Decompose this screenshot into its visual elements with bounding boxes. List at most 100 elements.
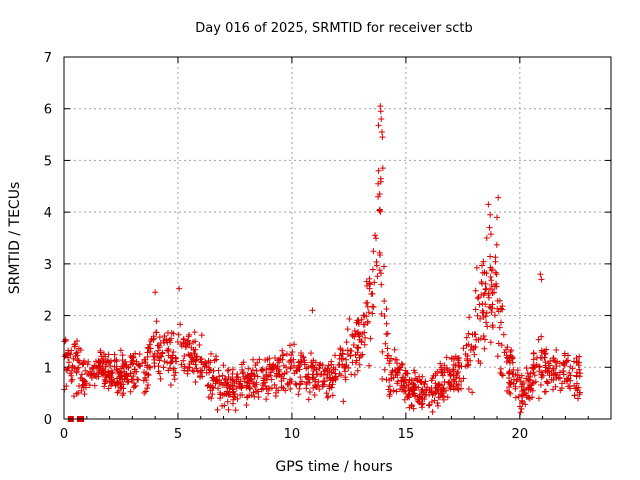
data-point — [526, 384, 533, 391]
data-point — [576, 391, 583, 398]
data-point — [146, 349, 153, 356]
data-point — [193, 354, 200, 361]
data-point — [219, 372, 226, 379]
data-point — [373, 262, 380, 269]
data-point — [69, 376, 76, 383]
data-point — [492, 258, 499, 265]
data-point — [104, 368, 111, 375]
data-point — [518, 405, 525, 412]
data-point — [536, 363, 543, 370]
data-point — [512, 394, 519, 401]
data-point — [440, 393, 447, 400]
data-point — [401, 376, 408, 383]
data-point — [287, 386, 294, 393]
data-point — [551, 357, 558, 364]
data-point — [455, 381, 462, 388]
data-point — [250, 389, 257, 396]
data-point — [548, 376, 555, 383]
data-point — [359, 351, 366, 358]
data-point — [435, 402, 442, 409]
data-point — [92, 363, 99, 370]
data-point — [455, 362, 462, 369]
data-point — [159, 350, 166, 357]
data-point — [258, 366, 265, 373]
data-point — [272, 355, 279, 362]
data-point — [96, 364, 103, 371]
data-point — [136, 362, 143, 369]
data-point — [364, 318, 371, 325]
data-point — [220, 362, 227, 369]
data-point — [527, 377, 534, 384]
data-point — [549, 365, 556, 372]
data-point — [287, 365, 294, 372]
data-point — [383, 305, 390, 312]
data-point — [293, 368, 300, 375]
data-point — [75, 345, 82, 352]
data-point — [219, 402, 226, 409]
data-point — [172, 354, 179, 361]
data-point — [310, 367, 317, 374]
data-point — [140, 377, 147, 384]
data-point — [383, 331, 390, 338]
data-point — [309, 307, 316, 314]
data-point — [217, 395, 224, 402]
data-point — [494, 214, 501, 221]
x-tick-label: 10 — [284, 427, 301, 442]
data-point — [481, 345, 488, 352]
data-point — [372, 232, 379, 239]
data-point — [437, 360, 444, 367]
data-point — [65, 359, 72, 366]
data-point — [550, 386, 557, 393]
data-point — [410, 367, 417, 374]
data-point — [452, 353, 459, 360]
data-point — [386, 393, 393, 400]
data-point — [487, 211, 494, 218]
data-point — [375, 180, 382, 187]
data-point — [491, 289, 498, 296]
data-point — [171, 376, 178, 383]
data-point — [391, 346, 398, 353]
data-point — [425, 402, 432, 409]
data-point — [106, 359, 113, 366]
data-point — [416, 373, 423, 380]
data-point — [428, 398, 435, 405]
data-point — [494, 353, 501, 360]
data-point — [330, 366, 337, 373]
data-point — [465, 341, 472, 348]
data-point — [157, 375, 164, 382]
data-point — [208, 395, 215, 402]
data-point — [153, 329, 160, 336]
data-point — [94, 371, 101, 378]
data-point — [119, 392, 126, 399]
data-point — [251, 372, 258, 379]
data-point — [116, 375, 123, 382]
data-point — [210, 375, 217, 382]
data-point — [515, 393, 522, 400]
data-point — [249, 367, 256, 374]
data-point — [304, 379, 311, 386]
data-point — [192, 361, 199, 368]
data-point — [221, 376, 228, 383]
data-point — [429, 408, 436, 415]
data-point — [163, 337, 170, 344]
data-point — [354, 349, 361, 356]
data-point — [130, 354, 137, 361]
data-point — [296, 363, 303, 370]
data-point — [506, 369, 513, 376]
data-point — [283, 364, 290, 371]
data-point — [342, 363, 349, 370]
data-point — [406, 404, 413, 411]
data-point — [326, 368, 333, 375]
data-point — [439, 386, 446, 393]
data-point — [483, 235, 490, 241]
data-point — [441, 362, 448, 369]
data-point — [170, 367, 177, 374]
data-point — [113, 356, 120, 363]
x-axis-label: GPS time / hours — [275, 459, 392, 475]
data-point — [225, 374, 232, 381]
data-point — [452, 385, 459, 392]
data-point — [371, 279, 378, 286]
data-point — [499, 372, 506, 379]
data-point — [522, 401, 529, 408]
